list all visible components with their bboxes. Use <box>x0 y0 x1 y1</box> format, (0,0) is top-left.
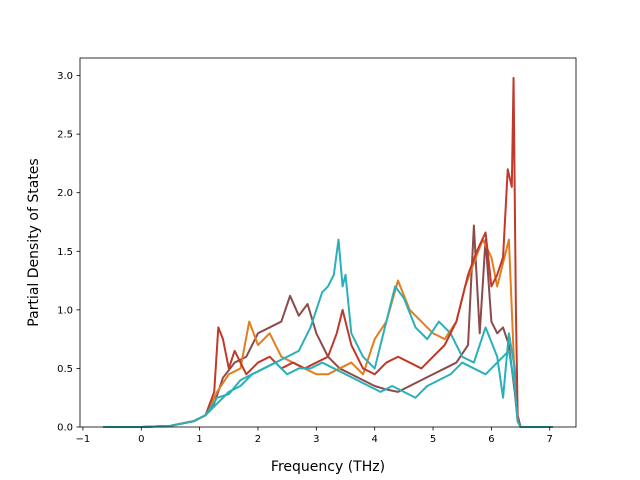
x-axis-label: Frequency (THz) <box>271 459 385 475</box>
series-line-4 <box>103 76 553 428</box>
y-axis-ticks: 0.0 0.5 1.0 1.5 2.0 2.5 3.0 <box>57 71 80 434</box>
y-tick-label: 2.5 <box>57 130 73 141</box>
x-tick-label: 6 <box>488 434 494 445</box>
axes-frame <box>79 57 577 428</box>
y-axis-label: Partial Density of States <box>26 158 42 326</box>
series-line-5 <box>103 349 553 428</box>
x-axis-ticks: −1 0 1 2 3 4 5 6 7 <box>76 427 553 445</box>
x-tick-label: 0 <box>138 434 144 445</box>
x-tick-label: 3 <box>313 434 319 445</box>
series-line-3 <box>103 238 553 428</box>
plot-area <box>103 76 553 428</box>
y-tick-label: 1.5 <box>57 247 73 258</box>
x-tick-label: −1 <box>76 434 91 445</box>
y-tick-label: 2.0 <box>57 188 73 199</box>
y-tick-label: 3.0 <box>57 71 73 82</box>
y-tick-label: 0.0 <box>57 423 73 434</box>
x-tick-label: 4 <box>371 434 377 445</box>
x-tick-label: 2 <box>255 434 261 445</box>
y-tick-label: 0.5 <box>57 364 73 375</box>
series-line-2 <box>103 238 553 428</box>
x-tick-label: 7 <box>547 434 553 445</box>
x-tick-label: 1 <box>196 434 202 445</box>
x-tick-label: 5 <box>430 434 436 445</box>
series-line-1 <box>103 224 553 428</box>
y-tick-label: 1.0 <box>57 305 73 316</box>
